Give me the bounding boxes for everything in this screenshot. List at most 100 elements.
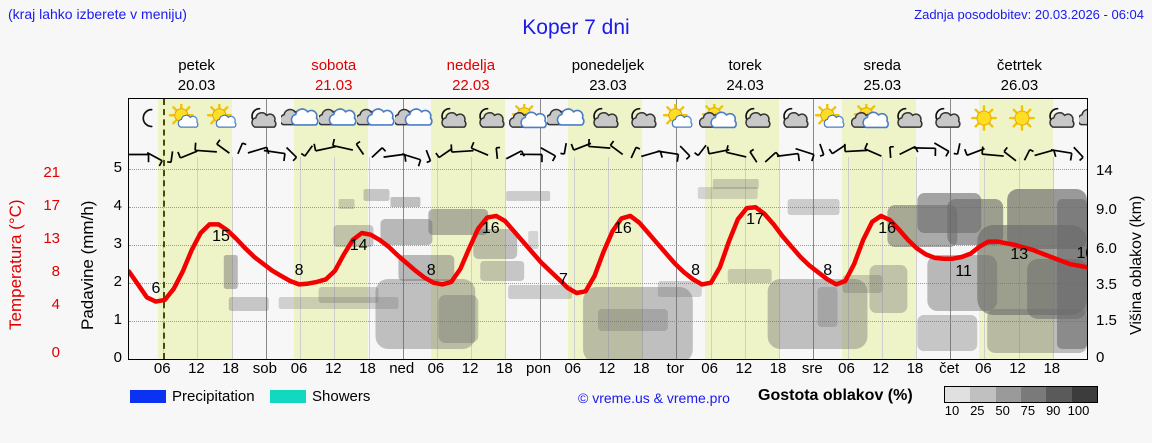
wind-barb — [819, 143, 825, 157]
day-name: četrtek — [996, 57, 1042, 74]
temperature-label: 10 — [1076, 245, 1087, 263]
hour-gridline — [608, 157, 609, 359]
hour-gridline — [710, 157, 712, 359]
precipitation-tick: 0 — [113, 349, 122, 366]
day-name: sobota — [311, 57, 357, 74]
cloud-density-cell — [598, 309, 668, 331]
temperature-tick: 17 — [43, 197, 60, 214]
horizontal-gridline — [129, 321, 1087, 322]
cloud-height-tick: 14 — [1096, 162, 1113, 179]
temperature-line — [129, 205, 1087, 304]
day-divider — [539, 99, 541, 359]
cloud-density-step — [970, 387, 996, 402]
precipitation-tick: 3 — [113, 235, 122, 252]
day-name: petek — [178, 57, 215, 74]
weather-icon-moon-cloud — [737, 99, 775, 139]
cloud-density-step — [945, 387, 971, 402]
wind-barb — [285, 146, 298, 162]
weather-icon-moon-cloud — [585, 99, 623, 139]
weather-icon-cloud-overcast — [281, 99, 319, 139]
weather-icon-sun-cloud — [851, 99, 889, 139]
credit-link[interactable]: © vreme.us & vreme.pro — [578, 390, 730, 406]
temperature-axis-title: Temperatura (°C) — [6, 199, 25, 331]
hour-gridline — [300, 157, 302, 359]
weather-icon-sun-small-cloud — [813, 99, 851, 139]
hour-gridline — [744, 157, 746, 359]
wind-barb-strip — [129, 139, 1084, 167]
cloud-density-cell — [375, 279, 476, 349]
weather-icon-sun-small-cloud — [205, 99, 243, 139]
x-tick-label: pon — [526, 360, 552, 377]
weather-icon-sun-clear — [965, 99, 1003, 139]
wind-barb — [300, 145, 314, 157]
weather-icon-sun-cloud — [699, 99, 737, 139]
hour-gridline — [231, 157, 233, 359]
temperature-label: 8 — [823, 262, 833, 280]
wind-barb — [470, 141, 489, 156]
day-date: 25.03 — [863, 77, 902, 94]
cloud-height-tick: 1.5 — [1096, 312, 1117, 329]
cloud-density-cell — [318, 287, 379, 303]
wind-barb — [1034, 149, 1057, 158]
weather-icon-moon-cloud — [927, 99, 965, 139]
precipitation-tick: 2 — [113, 273, 122, 290]
weather-icon-cloud-overcast — [1079, 99, 1087, 139]
temperature-label: 8 — [426, 262, 436, 280]
cloud-density-cell — [917, 315, 978, 351]
day-date: 21.03 — [314, 77, 353, 94]
x-tick-label: tor — [666, 360, 685, 377]
weather-icon-cloud-overcast — [357, 99, 395, 139]
cloud-density-cell — [508, 285, 573, 299]
cloud-height-tick: 9.0 — [1096, 201, 1117, 218]
wind-barb — [1073, 146, 1084, 162]
cloud-density-cell — [480, 261, 525, 281]
hour-gridline — [642, 157, 644, 359]
x-tick-label: 18 — [906, 360, 924, 377]
hour-gridline — [334, 157, 336, 359]
day-header-četrtek: četrtek 26.03 — [951, 56, 1088, 98]
wind-barb — [694, 144, 707, 157]
showers-swatch — [270, 390, 306, 403]
weather-icon-moon-cloud — [471, 99, 509, 139]
legend-precipitation: Precipitation — [130, 388, 255, 405]
x-tick-label: ned — [389, 360, 415, 377]
wind-barb — [679, 145, 691, 160]
hour-gridline — [847, 157, 849, 359]
x-tick-label: 12 — [872, 360, 890, 377]
weather-icon-sun-cloud — [509, 99, 547, 139]
cloud-density-tick: 100 — [1067, 403, 1090, 418]
cloud-density-tick: 90 — [1045, 403, 1061, 418]
wind-barb — [495, 146, 501, 159]
x-tick-label: 06 — [153, 360, 171, 377]
wind-barb — [749, 148, 758, 163]
weather-icon-sun-small-cloud — [661, 99, 699, 139]
weather-icon-moon-cloud — [1041, 99, 1079, 139]
x-tick-label: 06 — [701, 360, 718, 377]
hour-gridline — [197, 157, 199, 359]
hour-gridline — [505, 157, 507, 359]
x-tick-label: 18 — [359, 360, 376, 377]
weather-icon-moon-cloud — [433, 99, 471, 139]
cloud-density-cell — [657, 281, 702, 297]
temperature-label: 11 — [955, 262, 972, 280]
day-name: sreda — [863, 57, 902, 74]
temperature-tick: 21 — [43, 164, 60, 181]
weather-icon-sun-clear — [1003, 99, 1041, 139]
day-date: 20.03 — [177, 77, 216, 94]
temperature-tick: 8 — [51, 263, 60, 280]
temperature-label: 16 — [878, 219, 897, 237]
precipitation-tick: 1 — [113, 311, 122, 328]
cloud-density-cell — [583, 287, 693, 359]
last-update-text: Zadnja posodobitev: 20.03.2026 - 06:04 — [914, 7, 1144, 22]
cloud-height-tick: 3.5 — [1096, 276, 1117, 293]
hour-gridline — [573, 157, 575, 359]
temperature-label: 7 — [558, 271, 568, 288]
wind-barb — [401, 153, 422, 167]
wind-barb — [383, 153, 407, 162]
cloud-density-tick: 25 — [970, 403, 985, 418]
hour-gridline — [368, 157, 370, 359]
temperature-label: 6 — [151, 279, 161, 297]
wind-barb — [933, 142, 950, 157]
horizontal-gridline — [129, 207, 1087, 208]
showers-label: Showers — [312, 388, 371, 405]
